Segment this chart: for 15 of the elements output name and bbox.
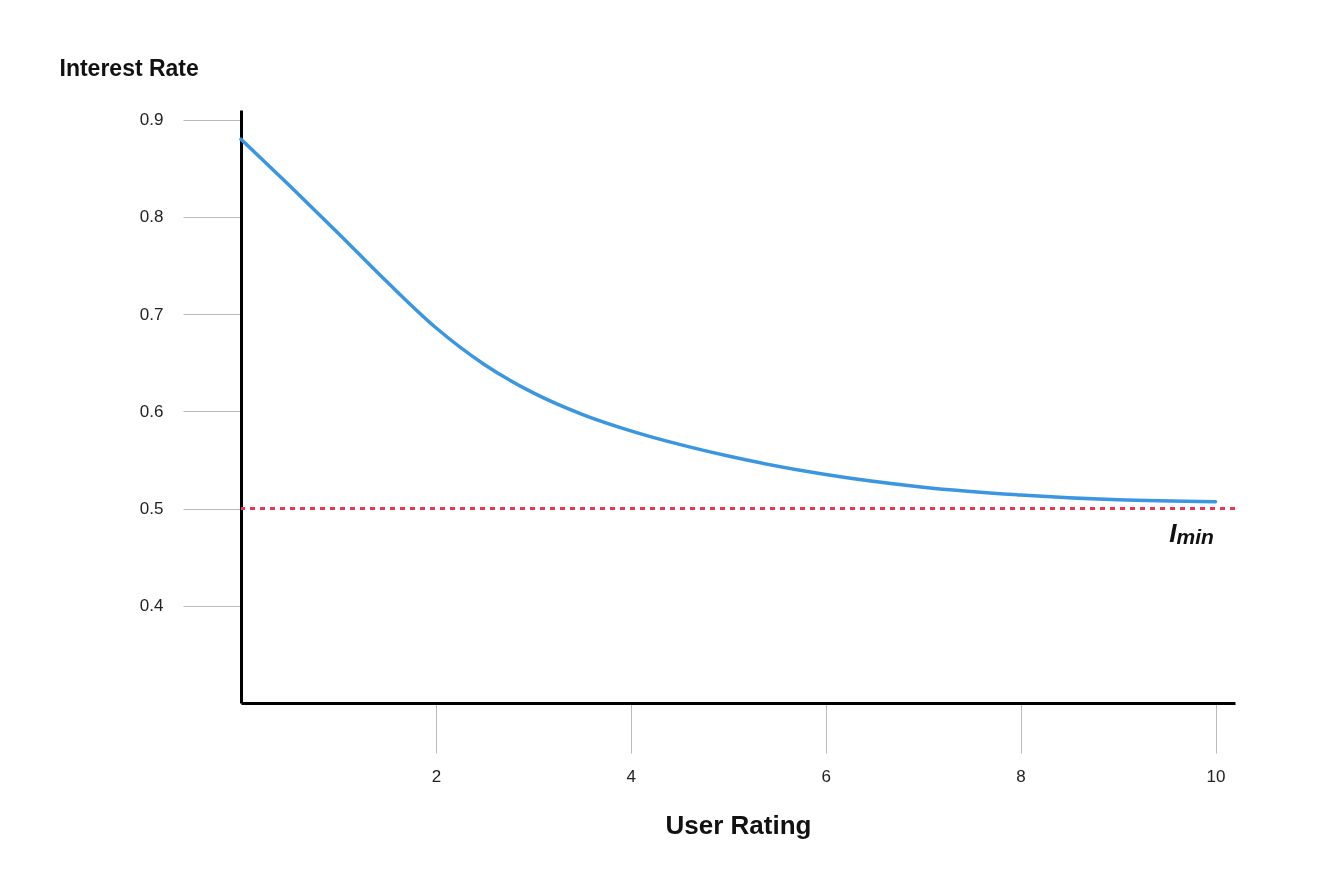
ref-line-label: Imin [1169,517,1214,548]
x-tick-label: 8 [1016,766,1026,786]
y-tick-label: 0.9 [139,110,164,130]
y-tick-label: 0.7 [139,304,164,324]
y-tick-label: 0.8 [139,207,164,227]
line-series [239,137,1218,504]
x-tick-label: 6 [821,766,831,786]
x-tick-label: 10 [1206,766,1226,786]
x-axis-title: User Rating [665,809,812,840]
x-tick-label: 2 [431,766,442,786]
x-tick-label: 4 [626,766,637,786]
y-axis-title: Interest Rate [59,54,199,81]
y-tick-label: 0.5 [139,499,164,519]
y-tick-label: 0.6 [139,401,164,421]
y-tick-label: 0.4 [139,596,164,616]
